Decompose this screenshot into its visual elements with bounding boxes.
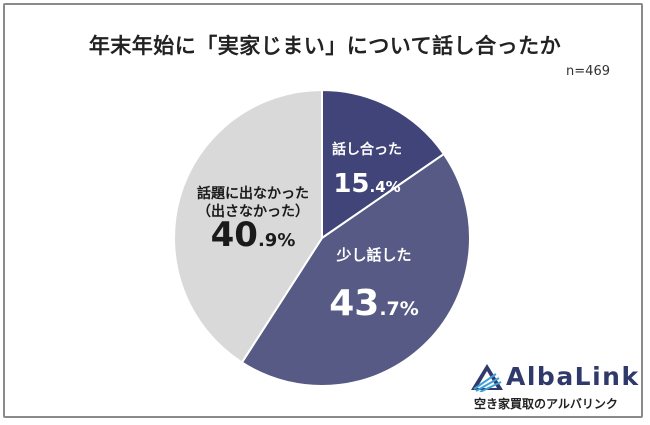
slice-label: 少し話した [335,246,411,264]
slice-label-group-3: 話題に出なかった（出さなかった）40.9% [197,185,309,255]
pie-slice-2 [240,152,472,387]
albalink-logo-icon [471,364,503,392]
albalink-logo: AlbaLink 空き家買取のアルバリンク [470,362,640,417]
slice-value: 15.4% [333,169,400,199]
slice-label: 話し合った [332,141,402,158]
chart-title: 年末年始に「実家じまい」について話し合ったか [88,34,562,58]
sample-size-note: n=469 [566,64,610,79]
slice-label-group-1: 話し合った 15.4% [332,141,402,199]
slice-label: 話題に出なかった [197,185,309,202]
slice-label-group-2: 少し話した 43.7% [329,246,419,324]
logo-name: AlbaLink [506,362,640,391]
logo-tagline: 空き家買取のアルバリンク [474,397,618,411]
slice-value: 40.9% [211,215,296,255]
slice-label: （出さなかった） [197,203,309,220]
slice-value: 43.7% [329,283,419,324]
pie-slice-1 [321,88,446,240]
pie-slice-3 [173,88,323,364]
